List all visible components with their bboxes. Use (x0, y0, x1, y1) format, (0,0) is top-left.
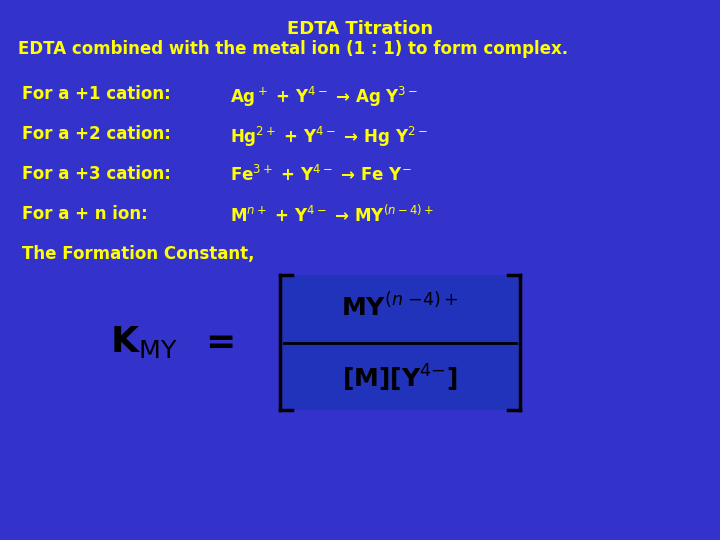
Text: M$^{n+}$ + Y$^{4-}$ → MY$^{(n − 4)+}$: M$^{n+}$ + Y$^{4-}$ → MY$^{(n − 4)+}$ (230, 205, 434, 226)
Text: For a +3 cation:: For a +3 cation: (22, 165, 171, 183)
Text: For a + n ion:: For a + n ion: (22, 205, 148, 223)
Text: K$_{\mathrm{MY}}$: K$_{\mathrm{MY}}$ (110, 325, 178, 361)
FancyBboxPatch shape (280, 275, 520, 410)
Text: For a +1 cation:: For a +1 cation: (22, 85, 171, 103)
Text: EDTA Titration: EDTA Titration (287, 20, 433, 38)
Text: MY$^{(n\ \mathrm{-4})+}$: MY$^{(n\ \mathrm{-4})+}$ (341, 293, 459, 321)
Text: Hg$^{2+}$ + Y$^{4-}$ → Hg Y$^{2-}$: Hg$^{2+}$ + Y$^{4-}$ → Hg Y$^{2-}$ (230, 125, 428, 149)
Text: Fe$^{3+}$ + Y$^{4-}$ → Fe Y$^{-}$: Fe$^{3+}$ + Y$^{4-}$ → Fe Y$^{-}$ (230, 165, 412, 185)
Text: EDTA combined with the metal ion (1 : 1) to form complex.: EDTA combined with the metal ion (1 : 1)… (18, 40, 568, 58)
Text: The Formation Constant,: The Formation Constant, (22, 245, 254, 263)
Text: =: = (204, 326, 235, 360)
Text: For a +2 cation:: For a +2 cation: (22, 125, 171, 143)
Text: Ag$^+$ + Y$^{4-}$ → Ag Y$^{3-}$: Ag$^+$ + Y$^{4-}$ → Ag Y$^{3-}$ (230, 85, 418, 109)
Text: [M][Y$^{4\mathrm{-}}$]: [M][Y$^{4\mathrm{-}}$] (343, 363, 458, 394)
